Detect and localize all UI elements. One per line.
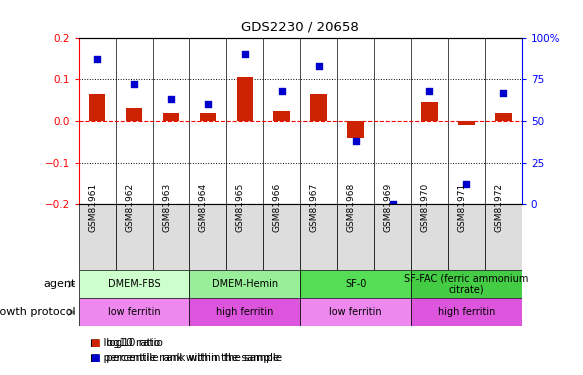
Text: growth protocol: growth protocol (0, 307, 76, 317)
Bar (237, 77, 253, 121)
Bar (189, 270, 300, 298)
Bar (273, 111, 290, 121)
Text: GSM81970: GSM81970 (420, 183, 430, 232)
Text: percentile rank within the sample: percentile rank within the sample (97, 353, 280, 363)
Bar (421, 102, 438, 121)
Bar (347, 121, 364, 138)
Text: ■: ■ (90, 338, 100, 348)
Text: GSM81971: GSM81971 (458, 183, 466, 232)
Bar (153, 204, 189, 270)
Bar (79, 204, 115, 270)
Text: log10 ratio: log10 ratio (97, 338, 160, 348)
Text: GSM81965: GSM81965 (236, 183, 245, 232)
Bar (458, 121, 475, 125)
Point (93, 56, 102, 62)
Bar (79, 298, 189, 326)
Bar (448, 204, 485, 270)
Text: SF-FAC (ferric ammonium
citrate): SF-FAC (ferric ammonium citrate) (404, 273, 529, 295)
Bar (79, 270, 189, 298)
Bar (126, 108, 142, 121)
Bar (264, 204, 300, 270)
Bar (89, 94, 106, 121)
Text: ■  log10 ratio: ■ log10 ratio (90, 338, 163, 348)
Bar (115, 204, 153, 270)
Text: GSM81966: GSM81966 (273, 183, 282, 232)
Point (129, 81, 139, 87)
Point (203, 101, 213, 107)
Title: GDS2230 / 20658: GDS2230 / 20658 (241, 21, 359, 33)
Text: ■: ■ (90, 353, 100, 363)
Text: GSM81962: GSM81962 (125, 183, 134, 232)
Bar (189, 204, 226, 270)
Bar (411, 204, 448, 270)
Point (277, 88, 286, 94)
Text: DMEM-Hemin: DMEM-Hemin (212, 279, 278, 289)
Text: low ferritin: low ferritin (108, 307, 160, 317)
Bar (485, 204, 522, 270)
Bar (411, 270, 522, 298)
Text: SF-0: SF-0 (345, 279, 366, 289)
Bar (310, 94, 327, 121)
Bar (300, 298, 411, 326)
Bar (226, 204, 264, 270)
Bar (337, 204, 374, 270)
Text: low ferritin: low ferritin (329, 307, 382, 317)
Bar (374, 204, 411, 270)
Point (240, 51, 250, 57)
Point (351, 138, 360, 144)
Text: high ferritin: high ferritin (438, 307, 495, 317)
Bar (189, 298, 300, 326)
Bar (411, 298, 522, 326)
Bar (163, 112, 180, 121)
Text: GSM81972: GSM81972 (494, 183, 503, 232)
Point (498, 90, 508, 96)
Text: DMEM-FBS: DMEM-FBS (108, 279, 160, 289)
Bar (199, 112, 216, 121)
Text: GSM81969: GSM81969 (384, 183, 392, 232)
Point (388, 201, 397, 207)
Point (314, 63, 324, 69)
Text: GSM81968: GSM81968 (347, 183, 356, 232)
Bar (300, 270, 411, 298)
Text: GSM81967: GSM81967 (310, 183, 319, 232)
Text: agent: agent (43, 279, 76, 289)
Text: high ferritin: high ferritin (216, 307, 273, 317)
Point (462, 182, 471, 188)
Bar (300, 204, 337, 270)
Text: GSM81964: GSM81964 (199, 183, 208, 232)
Text: ■  percentile rank within the sample: ■ percentile rank within the sample (90, 353, 283, 363)
Point (425, 88, 434, 94)
Point (166, 96, 175, 102)
Text: GSM81961: GSM81961 (88, 183, 97, 232)
Bar (495, 112, 512, 121)
Text: GSM81963: GSM81963 (162, 183, 171, 232)
